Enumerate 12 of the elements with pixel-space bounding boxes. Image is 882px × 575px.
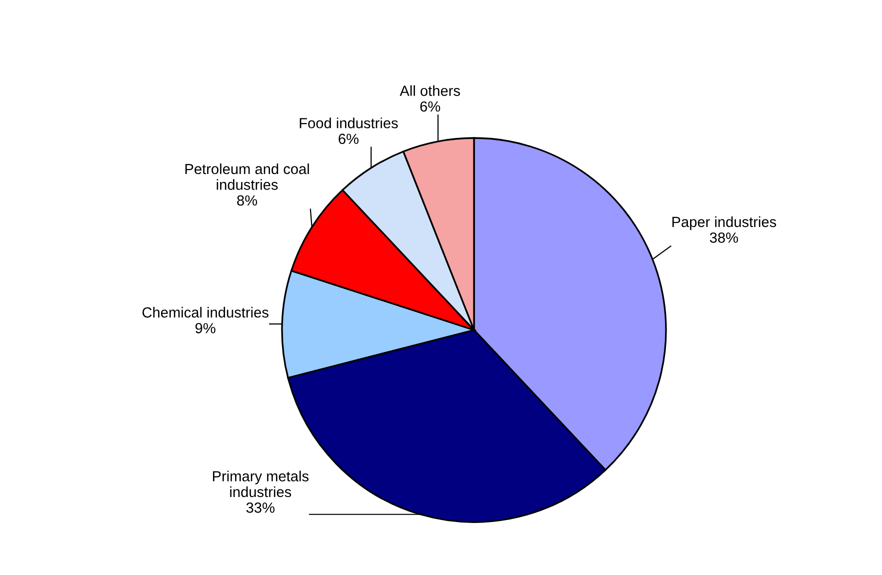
data-label: 6%: [338, 134, 359, 144]
slice-label: Primary metals industries: [212, 470, 309, 498]
data-label: 6%: [420, 101, 440, 112]
slice-label: All others: [400, 85, 460, 96]
data-label: 9%: [195, 323, 216, 334]
slice-label: Food industries: [300, 118, 398, 128]
data-label: 33%: [246, 502, 274, 513]
data-label: 8%: [237, 195, 258, 206]
slice-label: Petroleum and coal industries: [185, 163, 309, 190]
data-label: 38%: [710, 232, 738, 243]
slice-label: Paper industries: [672, 216, 776, 230]
slice-label: Chemical industries: [142, 306, 268, 318]
